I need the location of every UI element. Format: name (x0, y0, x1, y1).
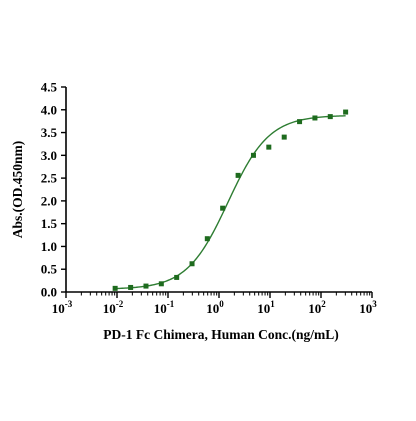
x-tick-label: 103 (359, 299, 377, 316)
data-point (327, 114, 333, 120)
data-point (297, 119, 303, 125)
y-tick-label: 1.5 (41, 216, 58, 231)
y-tick-label: 2.0 (41, 193, 57, 208)
x-tick-label: 102 (308, 299, 326, 316)
x-tick-label: 100 (206, 299, 224, 316)
data-point (189, 261, 195, 267)
y-tick-label: 0.0 (41, 285, 57, 300)
x-tick-label: 10-2 (103, 299, 124, 316)
x-tick-exponent: -3 (65, 299, 73, 309)
data-point (112, 285, 118, 291)
x-tick-base: 10 (257, 301, 270, 316)
data-point (204, 236, 210, 242)
ticks: 0.00.51.01.52.02.53.03.54.04.510-3 10-2 10… (41, 80, 378, 317)
data-point (128, 284, 134, 290)
x-tick-exponent: 0 (219, 299, 224, 309)
x-tick-label: 10-1 (154, 299, 175, 316)
data-point (220, 205, 226, 211)
data-point (281, 134, 287, 140)
x-axis-title: PD-1 Fc Chimera, Human Conc.(ng/mL) (103, 327, 338, 342)
x-tick-exponent: 3 (372, 299, 377, 309)
x-tick-exponent: -1 (167, 299, 175, 309)
y-tick-label: 4.5 (41, 80, 58, 95)
fit-curve-layer (115, 115, 346, 290)
x-tick-label: 10-3 (52, 299, 73, 316)
y-tick-label: 3.5 (41, 125, 58, 140)
y-tick-label: 1.0 (41, 239, 57, 254)
x-tick-exponent: 1 (270, 299, 275, 309)
x-tick-exponent: 2 (321, 299, 326, 309)
x-tick-base: 10 (52, 301, 65, 316)
y-tick-label: 4.0 (41, 102, 57, 117)
x-tick-base: 10 (154, 301, 167, 316)
x-tick-base: 10 (359, 301, 372, 316)
fit-curve (115, 115, 346, 290)
x-tick-exponent: -2 (116, 299, 124, 309)
data-point (158, 281, 164, 287)
data-point (143, 283, 149, 289)
y-tick-label: 3.0 (41, 148, 57, 163)
x-tick-base: 10 (308, 301, 321, 316)
data-points (112, 109, 349, 291)
data-point (312, 115, 318, 121)
y-tick-label: 2.5 (41, 171, 58, 186)
data-point (174, 274, 180, 280)
axes (65, 87, 372, 293)
data-point (266, 144, 272, 150)
x-tick-label: 101 (257, 299, 275, 316)
y-tick-label: 0.5 (41, 262, 58, 277)
data-point (235, 172, 241, 178)
data-point (343, 109, 349, 115)
y-axis-title: Abs.(OD.450nm) (10, 141, 25, 239)
x-tick-base: 10 (206, 301, 219, 316)
data-point (250, 152, 256, 158)
x-tick-base: 10 (103, 301, 116, 316)
